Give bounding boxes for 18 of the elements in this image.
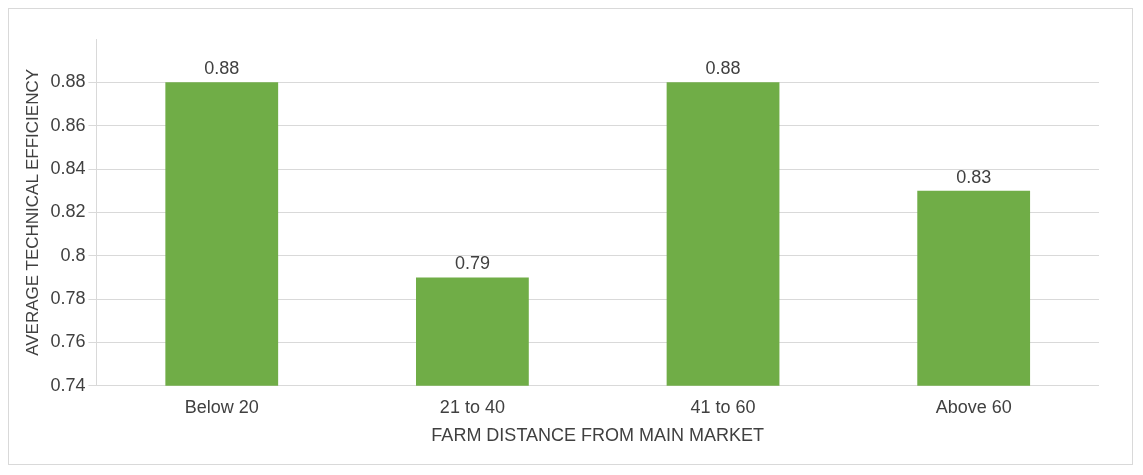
x-tick-label: Below 20	[184, 396, 259, 417]
data-label: 0.79	[454, 253, 490, 274]
y-tick-label: 0.78	[50, 288, 86, 309]
data-label: 0.88	[204, 58, 240, 79]
y-tick-label: 0.76	[50, 331, 86, 352]
x-axis-title: FARM DISTANCE FROM MAIN MARKET	[431, 425, 765, 446]
y-axis-title: AVERAGE TECHNICAL EFFICIENCY	[22, 68, 42, 356]
y-tick-label: 0.74	[50, 374, 86, 395]
y-tick-label: 0.8	[60, 244, 86, 265]
data-label: 0.88	[705, 58, 741, 79]
x-tick-label: Above 60	[935, 396, 1012, 417]
y-tick-label: 0.84	[50, 158, 86, 179]
y-tick-label: 0.88	[50, 71, 86, 92]
x-tick-label: 41 to 60	[690, 396, 756, 417]
y-tick-label: 0.86	[50, 114, 86, 135]
data-label: 0.83	[956, 166, 992, 187]
y-tick-label: 0.82	[50, 201, 86, 222]
x-tick-label: 21 to 40	[439, 396, 505, 417]
